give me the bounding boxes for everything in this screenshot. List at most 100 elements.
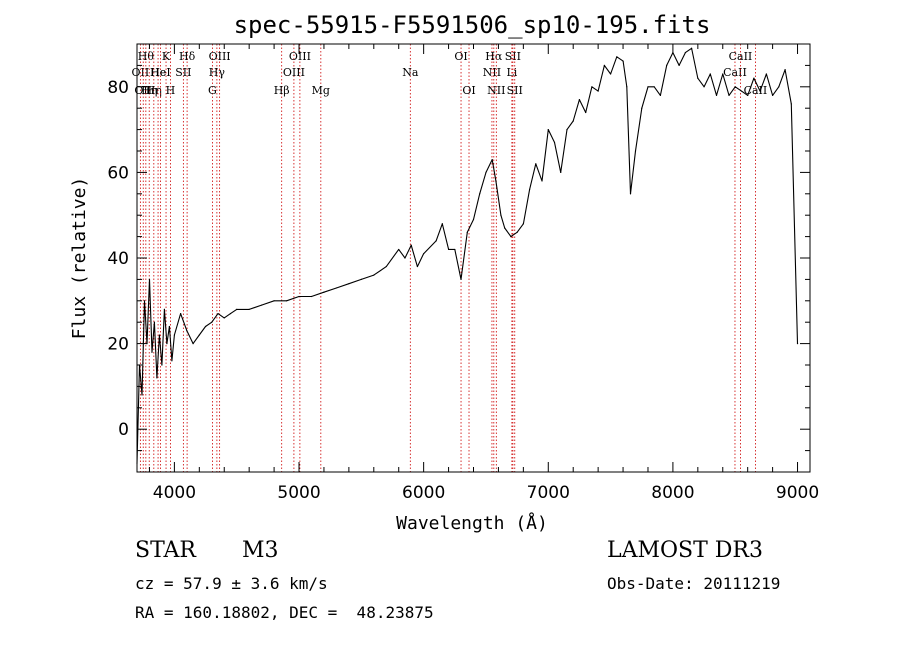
data-point: [734, 86, 736, 88]
data-point: [629, 193, 632, 195]
chart-title: spec-55915-F5591506_sp10-195.fits: [234, 11, 711, 39]
line-label: Mg: [312, 84, 330, 97]
data-point: [709, 73, 711, 75]
object-class: STAR: [135, 538, 196, 563]
data-point: [171, 360, 173, 362]
data-point: [510, 236, 512, 238]
x-axis: 4000 5000 6000 7000 8000 9000: [148, 44, 819, 503]
data-point: [647, 86, 649, 88]
data-point: [504, 227, 506, 229]
data-point: [684, 51, 686, 54]
data-point: [479, 193, 481, 195]
data-point: [772, 94, 774, 96]
data-point: [348, 283, 350, 285]
line-label: SII: [507, 84, 523, 97]
data-point: [641, 107, 643, 109]
x-tick-label: 9000: [776, 483, 819, 503]
line-label: Na: [402, 66, 419, 79]
data-point: [740, 90, 743, 92]
x-tick-label: 6000: [402, 483, 445, 503]
data-point: [168, 325, 171, 328]
data-point: [373, 274, 375, 276]
data-point: [229, 313, 232, 315]
line-label: Hδ: [179, 50, 196, 63]
data-point: [166, 343, 168, 345]
data-point: [566, 129, 568, 131]
data-point: [653, 86, 655, 88]
data-point: [360, 278, 362, 280]
line-label: OIII: [283, 66, 305, 79]
line-label: NII: [487, 84, 505, 97]
y-tick-label: 60: [107, 163, 129, 183]
y-tick-label: 20: [107, 335, 129, 355]
line-label: OIII: [209, 50, 231, 63]
data-point: [728, 94, 730, 96]
data-point: [597, 90, 599, 92]
data-point: [472, 218, 475, 221]
data-point: [616, 56, 618, 58]
y-axis-label: Flux (relative): [69, 177, 90, 340]
data-point: [634, 150, 637, 152]
data-point: [585, 111, 587, 114]
data-point: [778, 86, 780, 88]
data-point: [560, 171, 562, 173]
line-label: CaII: [729, 50, 753, 63]
data-point: [248, 308, 250, 310]
data-point: [223, 317, 225, 319]
data-point: [148, 278, 151, 280]
data-point: [765, 73, 767, 75]
data-point: [666, 64, 668, 66]
data-point: [261, 304, 263, 306]
data-point: [535, 163, 537, 165]
data-point: [528, 188, 531, 191]
data-point: [495, 180, 497, 182]
series-group: [136, 47, 799, 465]
data-point: [298, 295, 300, 298]
x-tick-label: 8000: [651, 483, 694, 503]
line-label: Li: [506, 66, 517, 79]
line-label: H: [166, 84, 176, 97]
data-point: [143, 300, 146, 302]
data-point: [156, 377, 158, 379]
data-point: [398, 248, 400, 251]
data-point: [703, 86, 705, 88]
data-point: [491, 158, 493, 161]
data-point: [217, 313, 219, 315]
line-label: OI: [454, 50, 467, 63]
data-point: [753, 77, 755, 79]
data-point: [460, 278, 462, 280]
data-point: [410, 244, 412, 246]
coordinates: RA = 160.18802, DEC = 48.23875: [135, 603, 434, 622]
data-point: [158, 334, 161, 336]
line-label: G: [208, 84, 217, 97]
line-label: He: [150, 66, 166, 79]
data-point: [335, 287, 338, 289]
data-point: [173, 334, 175, 336]
data-point: [603, 64, 605, 66]
x-tick-label: 4000: [153, 483, 196, 503]
data-point: [715, 94, 718, 96]
data-point: [500, 214, 502, 216]
data-point: [323, 291, 325, 293]
line-label: Hβ: [274, 84, 290, 97]
line-label: Hα: [485, 50, 503, 63]
data-point: [572, 120, 574, 122]
data-point: [236, 308, 238, 310]
y-tick-label: 80: [107, 78, 129, 98]
data-point: [790, 103, 792, 105]
data-point: [541, 180, 543, 182]
data-point: [454, 248, 456, 251]
line-label: NII: [483, 66, 501, 79]
data-point: [310, 295, 313, 298]
data-point: [163, 308, 166, 310]
line-label: Hη: [146, 84, 162, 97]
data-point: [385, 265, 387, 268]
line-label: SII: [505, 50, 521, 63]
data-point: [722, 73, 724, 75]
line-label: OII: [132, 66, 150, 79]
line-label: CaII: [723, 66, 747, 79]
data-point: [796, 343, 799, 345]
data-point: [622, 60, 624, 62]
y-tick-label: 40: [107, 249, 129, 269]
